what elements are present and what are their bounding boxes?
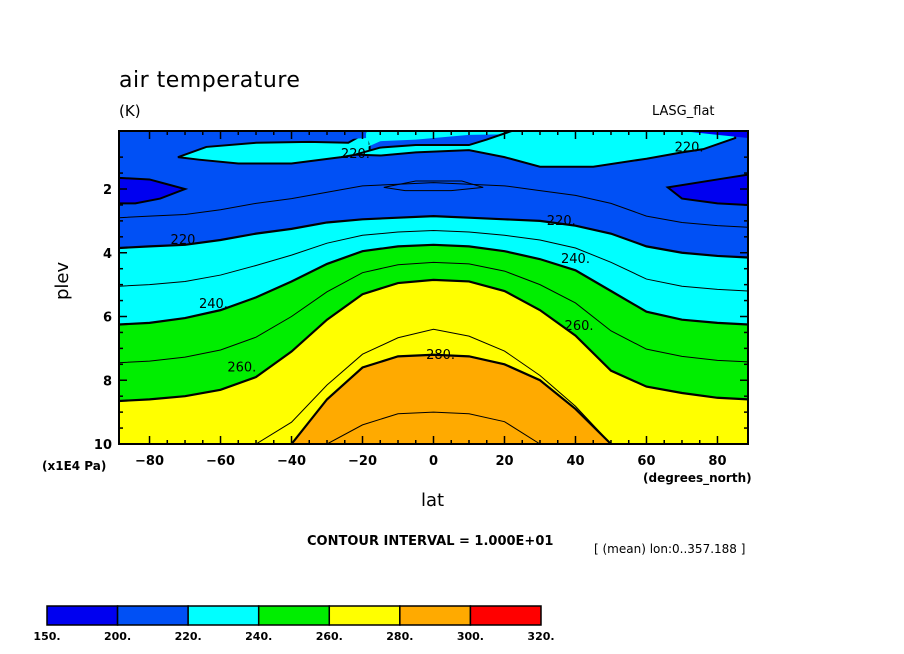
y-tick-label: 6 — [103, 311, 112, 326]
x-tick-label: −40 — [277, 454, 306, 469]
colorbar-label: 280. — [386, 630, 413, 643]
x-tick-label: −60 — [206, 454, 235, 469]
x-tick-label: 20 — [495, 454, 513, 469]
colorbar-swatch — [328, 605, 401, 626]
contour-label: 240. — [199, 297, 228, 312]
colorbar-swatch — [187, 605, 260, 626]
colorbar-swatch — [46, 605, 119, 626]
y-axis-units: (x1E4 Pa) — [42, 459, 107, 473]
x-tick-label: 60 — [637, 454, 655, 469]
x-axis-label: lat — [421, 490, 445, 511]
colorbar-label: 320. — [527, 630, 554, 643]
contour-line-220 — [119, 215, 748, 259]
contour-label: 220. — [171, 233, 200, 248]
colorbar-swatch — [257, 605, 331, 626]
contour-line-210 — [119, 182, 748, 228]
band-150-200-nh-lobe — [665, 173, 748, 206]
contour-line-290 — [326, 411, 541, 444]
contour-closed-eq-200 — [383, 180, 484, 192]
contour-label: 240. — [561, 252, 590, 267]
y-tick-label: 10 — [94, 438, 112, 453]
dataset-name: LASG_flat — [652, 104, 715, 119]
colorbar-label: 300. — [457, 630, 484, 643]
contour-line-270 — [119, 328, 748, 444]
contour-interval-text: CONTOUR INTERVAL = 1.000E+01 — [307, 534, 554, 549]
mean-info-text: [ (mean) lon:0..357.188 ] — [594, 542, 746, 556]
colorbar-label: 200. — [104, 630, 131, 643]
x-tick-label: −20 — [348, 454, 377, 469]
colorbar-label: 260. — [316, 630, 343, 643]
chart-units: (K) — [119, 102, 141, 120]
contour-line-230 — [119, 229, 748, 292]
contour-label: 280. — [426, 348, 455, 363]
band-200-220-top-sh — [119, 131, 367, 154]
band-150-200-sh-lobe — [119, 176, 189, 205]
band-150-200-top-nh — [681, 131, 748, 139]
y-tick-label: 8 — [103, 374, 112, 389]
x-axis-units: (degrees_north) — [643, 471, 752, 485]
contour-line-240 — [119, 243, 748, 326]
colorbar-swatch — [116, 605, 189, 626]
contour-line-250 — [119, 261, 748, 364]
band-220-240-top-strip — [355, 131, 576, 153]
contour-label: 220. — [341, 147, 370, 162]
contour-line-260 — [119, 278, 748, 403]
contour-label: 260. — [565, 319, 594, 334]
colorbar-label: 150. — [33, 630, 60, 643]
contour-label: 260. — [227, 361, 256, 376]
chart-title: air temperature — [119, 68, 301, 93]
colorbar-swatch — [399, 605, 472, 626]
x-tick-label: −80 — [135, 454, 164, 469]
colorbar-label: 220. — [175, 630, 202, 643]
band-220-240-nh-cell — [355, 131, 737, 168]
contour-label: 220. — [675, 141, 704, 156]
x-tick-label: 0 — [429, 454, 438, 469]
x-tick-label: 80 — [708, 454, 726, 469]
contour-line-280 — [290, 353, 612, 444]
colorbar-swatch — [469, 605, 542, 626]
y-tick-label: 2 — [103, 183, 112, 198]
y-tick-label: 4 — [103, 247, 112, 262]
colorbar-label: 240. — [245, 630, 272, 643]
contour-label: 220. — [547, 214, 576, 229]
x-tick-label: 40 — [566, 454, 584, 469]
